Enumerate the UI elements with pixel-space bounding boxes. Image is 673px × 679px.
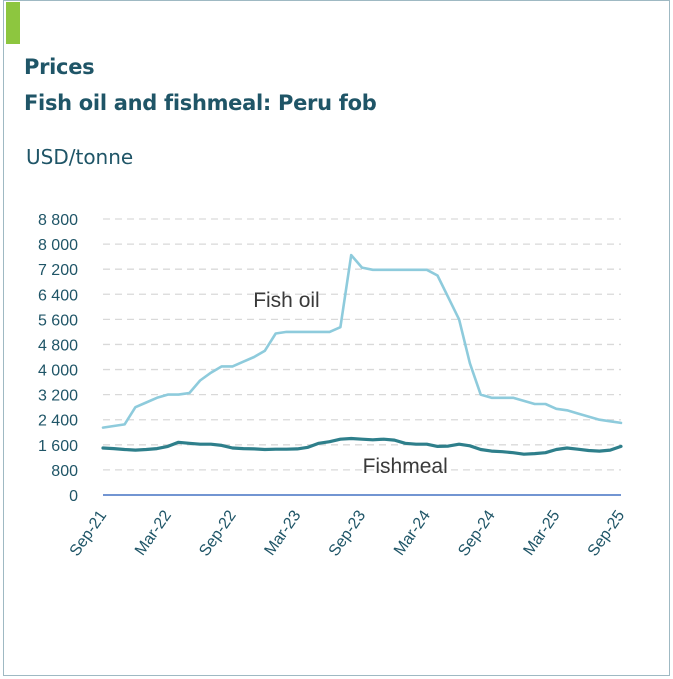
- x-tick-label: Mar-22: [132, 507, 175, 558]
- x-tick-label: Sep-24: [455, 507, 499, 559]
- y-tick-label: 1 600: [38, 438, 78, 455]
- x-tick-label: Mar-24: [391, 507, 434, 558]
- x-tick-label: Sep-21: [67, 507, 111, 559]
- y-tick-label: 0: [69, 488, 78, 505]
- y-tick-label: 6 400: [38, 287, 78, 304]
- chart-heading: Prices: [24, 55, 95, 79]
- y-axis-unit: USD/tonne: [26, 145, 134, 169]
- y-tick-label: 8 000: [38, 237, 78, 254]
- y-tick-label: 2 400: [38, 413, 78, 430]
- fish-oil-line: [101, 253, 623, 429]
- series-labels: Fish oil Fishmeal: [253, 289, 448, 478]
- x-tick-label: Sep-25: [585, 507, 629, 559]
- x-tick-label: Sep-22: [196, 507, 240, 559]
- y-tick-label: 5 600: [38, 312, 78, 329]
- y-tick-label: 8 800: [38, 212, 78, 229]
- y-tick-label: 4 000: [38, 363, 78, 380]
- x-tick-label: Sep-23: [326, 507, 370, 559]
- y-tick-label: 800: [51, 463, 78, 480]
- gridlines: [103, 218, 621, 471]
- fishmeal-line: [101, 436, 623, 456]
- chart-title: Fish oil and fishmeal: Peru fob: [24, 91, 377, 115]
- y-tick-label: 7 200: [38, 262, 78, 279]
- series-lines: [101, 253, 623, 456]
- accent-bar: [6, 2, 20, 44]
- x-tick-label: Mar-23: [262, 507, 305, 558]
- y-tick-label: 4 800: [38, 337, 78, 354]
- fish-oil-label: Fish oil: [253, 289, 320, 312]
- fishmeal-label: Fishmeal: [363, 455, 448, 478]
- chart-frame: [3, 0, 670, 676]
- y-axis-ticks: 0 800 1 600 2 400 3 200 4 000 4 800 5 600 6 400 7…: [38, 212, 78, 505]
- x-axis-ticks: Sep-21 Mar-22 Sep-22 Mar-23 Sep-23 Mar-24 Sep-…: [67, 507, 629, 559]
- x-tick-label: Mar-25: [521, 507, 564, 558]
- y-tick-label: 3 200: [38, 388, 78, 405]
